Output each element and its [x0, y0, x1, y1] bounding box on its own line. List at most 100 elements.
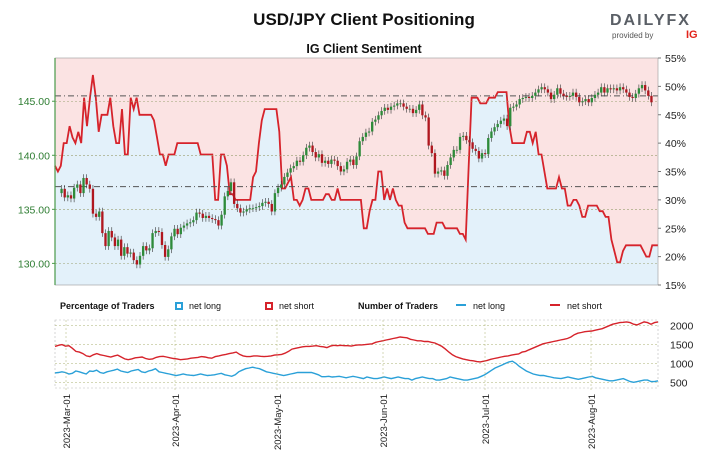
price-candle [414, 109, 418, 114]
net-short-pct-line [54, 74, 658, 264]
legend-pct-net-long-label: net long [189, 301, 222, 311]
price-candle [396, 103, 399, 106]
price-candle [512, 106, 515, 108]
price-candle [163, 245, 167, 257]
price-candle [182, 225, 186, 228]
price-candle [524, 96, 528, 98]
price-candle [289, 168, 292, 173]
price-candle [581, 101, 584, 103]
price-candle [283, 176, 286, 185]
net-short-swatch-icon [265, 302, 273, 310]
price-candle [593, 94, 597, 98]
price-candle [349, 159, 352, 162]
price-candle [308, 145, 311, 148]
legend-num-net-short-label: net short [567, 301, 603, 311]
net-long-count-line [54, 360, 659, 384]
price-candle [496, 123, 499, 128]
price-candle [606, 88, 609, 93]
price-tick-label: 140.00 [18, 150, 50, 162]
price-candle [305, 147, 308, 156]
price-candle [85, 177, 88, 185]
price-candle [145, 246, 148, 251]
price-candle [69, 195, 73, 199]
price-candle [552, 94, 556, 100]
price-candle [107, 230, 110, 247]
price-candle [232, 182, 236, 204]
price-candle [342, 169, 346, 172]
price-candle [609, 88, 612, 90]
price-candle [76, 184, 79, 188]
price-candle [565, 95, 568, 97]
price-candle [603, 87, 606, 93]
price-candle [110, 230, 113, 238]
price-candle [462, 135, 465, 137]
price-candle [612, 88, 615, 90]
net-long-swatch-icon [175, 302, 183, 310]
price-candle [138, 255, 142, 265]
price-candle [101, 211, 104, 234]
price-candle [562, 93, 565, 96]
price-candle [587, 99, 590, 103]
price-candle [468, 140, 471, 143]
price-candle [173, 228, 176, 237]
price-candle [60, 188, 63, 194]
price-tick-label: 145.00 [18, 96, 50, 108]
price-candle [549, 92, 553, 100]
price-candle [509, 107, 512, 127]
price-candle [358, 141, 361, 157]
price-candle [440, 170, 443, 172]
price-candle [79, 184, 82, 194]
legend-pct-net-short-label: net short [279, 301, 315, 311]
price-candle [129, 252, 132, 254]
net-long-line-icon [456, 304, 466, 306]
price-candle [625, 89, 628, 93]
x-tick-label: 2023-Aug-01 [587, 394, 598, 449]
legend-percentage-label: Percentage of Traders [60, 301, 155, 311]
price-candle [320, 154, 324, 163]
logo-provided-by: provided by [612, 31, 654, 40]
price-candle [251, 208, 255, 210]
price-candle [364, 132, 368, 137]
price-candle [211, 217, 214, 220]
price-candle [578, 96, 581, 103]
price-candle [273, 193, 277, 212]
price-candle [104, 233, 107, 247]
price-candle [418, 104, 421, 110]
count-tick-label: 500 [670, 377, 688, 389]
legend-pct-net-long: net long [175, 301, 221, 311]
price-candle [223, 196, 226, 215]
price-candle [204, 215, 208, 218]
price-candle [229, 182, 233, 191]
price-candle [160, 232, 164, 246]
price-candle [258, 206, 261, 208]
price-candle [411, 108, 415, 114]
price-candle [242, 211, 245, 213]
price-candle [292, 166, 295, 169]
price-candle [443, 170, 446, 176]
price-candle [505, 118, 509, 127]
price-candle [157, 230, 161, 233]
legend-num-net-short: net short [550, 301, 602, 311]
price-candle [590, 97, 593, 103]
price-candle [239, 208, 242, 213]
legend-num-net-long: net long [456, 301, 505, 311]
pct-tick-label: 35% [665, 167, 686, 179]
price-candle [647, 90, 650, 96]
pct-tick-label: 40% [665, 138, 686, 150]
price-candle [214, 219, 217, 221]
price-candle [374, 119, 377, 122]
price-candle [201, 213, 204, 218]
price-candle [116, 239, 120, 247]
sub-plot-border [54, 319, 659, 389]
count-tick-label: 2000 [670, 321, 694, 333]
price-tick-label: 130.00 [18, 258, 50, 270]
price-candle [167, 249, 170, 257]
price-candle [537, 89, 540, 93]
net-short-line-icon [550, 304, 560, 306]
price-candle [94, 213, 98, 217]
count-tick-label: 1500 [670, 340, 694, 352]
price-candle [622, 87, 625, 90]
price-candle [195, 212, 198, 221]
price-candle [433, 153, 437, 174]
x-tick-label: 2023-Mar-01 [62, 394, 73, 448]
